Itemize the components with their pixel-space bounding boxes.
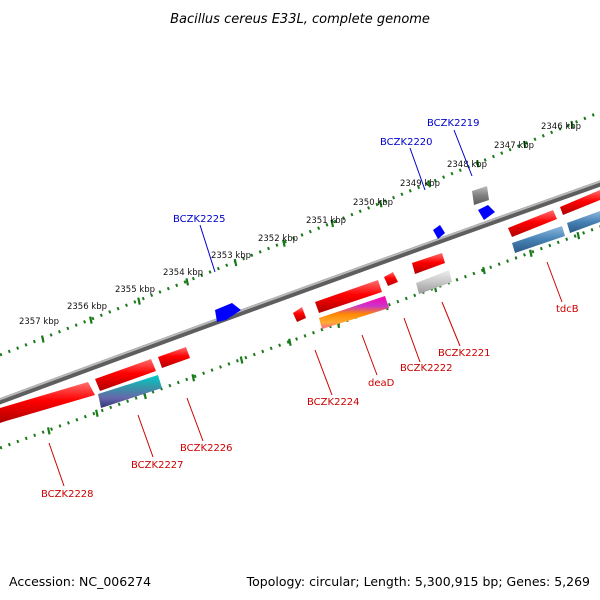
ruler-tick-label: 2353 kbp xyxy=(211,251,251,261)
lower-ruler xyxy=(0,225,600,450)
ruler-tick-label: 2349 kbp xyxy=(400,179,440,189)
upper-major-tick xyxy=(137,297,141,305)
ruler-tick-label: 2347 kbp xyxy=(494,141,534,151)
lower-major-tick xyxy=(46,427,51,435)
label-BCZK2224[interactable]: BCZK2224 xyxy=(307,397,360,408)
upper-ruler xyxy=(0,110,600,357)
upper-major-tick xyxy=(427,180,432,188)
gene-BCZK2226[interactable] xyxy=(158,347,190,368)
upper-major-tick xyxy=(570,120,575,129)
upper-major-tick xyxy=(89,316,93,324)
lower-major-tick xyxy=(528,249,533,257)
ruler-tick-label: 2354 kbp xyxy=(163,268,203,278)
ruler-tick-labels: 2346 kbp 2347 kbp 2348 kbp 2349 kbp 2350 kbp… xyxy=(19,122,581,327)
ruler-tick-label: 2355 kbp xyxy=(115,285,155,295)
upper-major-tick xyxy=(330,219,335,228)
map-title: Bacillus cereus E33L, complete genome xyxy=(170,12,430,27)
ruler-tick-label: 2346 kbp xyxy=(541,122,581,132)
gene-BCZK2228[interactable] xyxy=(0,382,95,423)
label-BCZK2227[interactable]: BCZK2227 xyxy=(131,460,184,471)
gene-BCZK2224[interactable] xyxy=(293,307,306,322)
gene-tdcB[interactable] xyxy=(508,190,600,253)
label-BCZK2228[interactable]: BCZK2228 xyxy=(41,489,94,500)
label-BCZK2221[interactable]: BCZK2221 xyxy=(438,348,491,359)
lower-major-tick xyxy=(482,266,486,275)
ruler-tick-label: 2357 kbp xyxy=(19,317,59,327)
upper-major-tick xyxy=(522,140,527,149)
upper-ruler-ticks xyxy=(40,120,575,343)
topology-text: Topology: circular; Length: 5,300,915 bp… xyxy=(246,574,590,589)
label-deaD[interactable]: deaD xyxy=(368,378,395,389)
lower-major-tick xyxy=(191,374,196,382)
label-tdcB[interactable]: tdcB xyxy=(556,304,579,315)
ruler-tick-label: 2352 kbp xyxy=(258,234,298,244)
lower-major-tick xyxy=(576,231,581,240)
upper-major-tick xyxy=(40,335,45,343)
genome-backbone-highlight xyxy=(0,180,600,401)
upper-major-tick xyxy=(476,160,480,168)
upper-major-tick xyxy=(282,239,286,247)
gene-BCZK2222[interactable] xyxy=(384,272,398,286)
accession-text: Accession: NC_006274 xyxy=(9,574,151,589)
gene-deaD[interactable] xyxy=(315,280,389,329)
upper-major-tick xyxy=(185,278,190,286)
feature-BCZK2219[interactable] xyxy=(472,186,495,220)
upper-major-tick xyxy=(233,258,238,267)
label-BCZK2225[interactable]: BCZK2225 xyxy=(173,214,226,225)
feature-BCZK2220[interactable] xyxy=(433,225,445,239)
ruler-tick-label: 2348 kbp xyxy=(447,160,487,170)
leader-lines xyxy=(48,129,563,487)
upper-major-tick xyxy=(378,199,383,208)
lower-ruler-ticks xyxy=(46,231,581,435)
label-BCZK2219[interactable]: BCZK2219 xyxy=(427,118,480,129)
feature-BCZK2225[interactable] xyxy=(215,303,241,322)
lower-major-tick xyxy=(239,356,244,364)
ruler-tick-label: 2350 kbp xyxy=(353,198,393,208)
gene-BCZK2227[interactable] xyxy=(95,359,162,408)
label-BCZK2226[interactable]: BCZK2226 xyxy=(180,443,233,454)
gene-BCZK2221[interactable] xyxy=(412,253,452,294)
label-BCZK2222[interactable]: BCZK2222 xyxy=(400,363,453,374)
lower-major-tick xyxy=(288,338,292,346)
ruler-tick-label: 2356 kbp xyxy=(67,302,107,312)
genome-backbone xyxy=(0,180,600,405)
label-BCZK2220[interactable]: BCZK2220 xyxy=(380,137,433,148)
lower-major-tick xyxy=(95,409,99,417)
ruler-tick-label: 2351 kbp xyxy=(306,216,346,226)
